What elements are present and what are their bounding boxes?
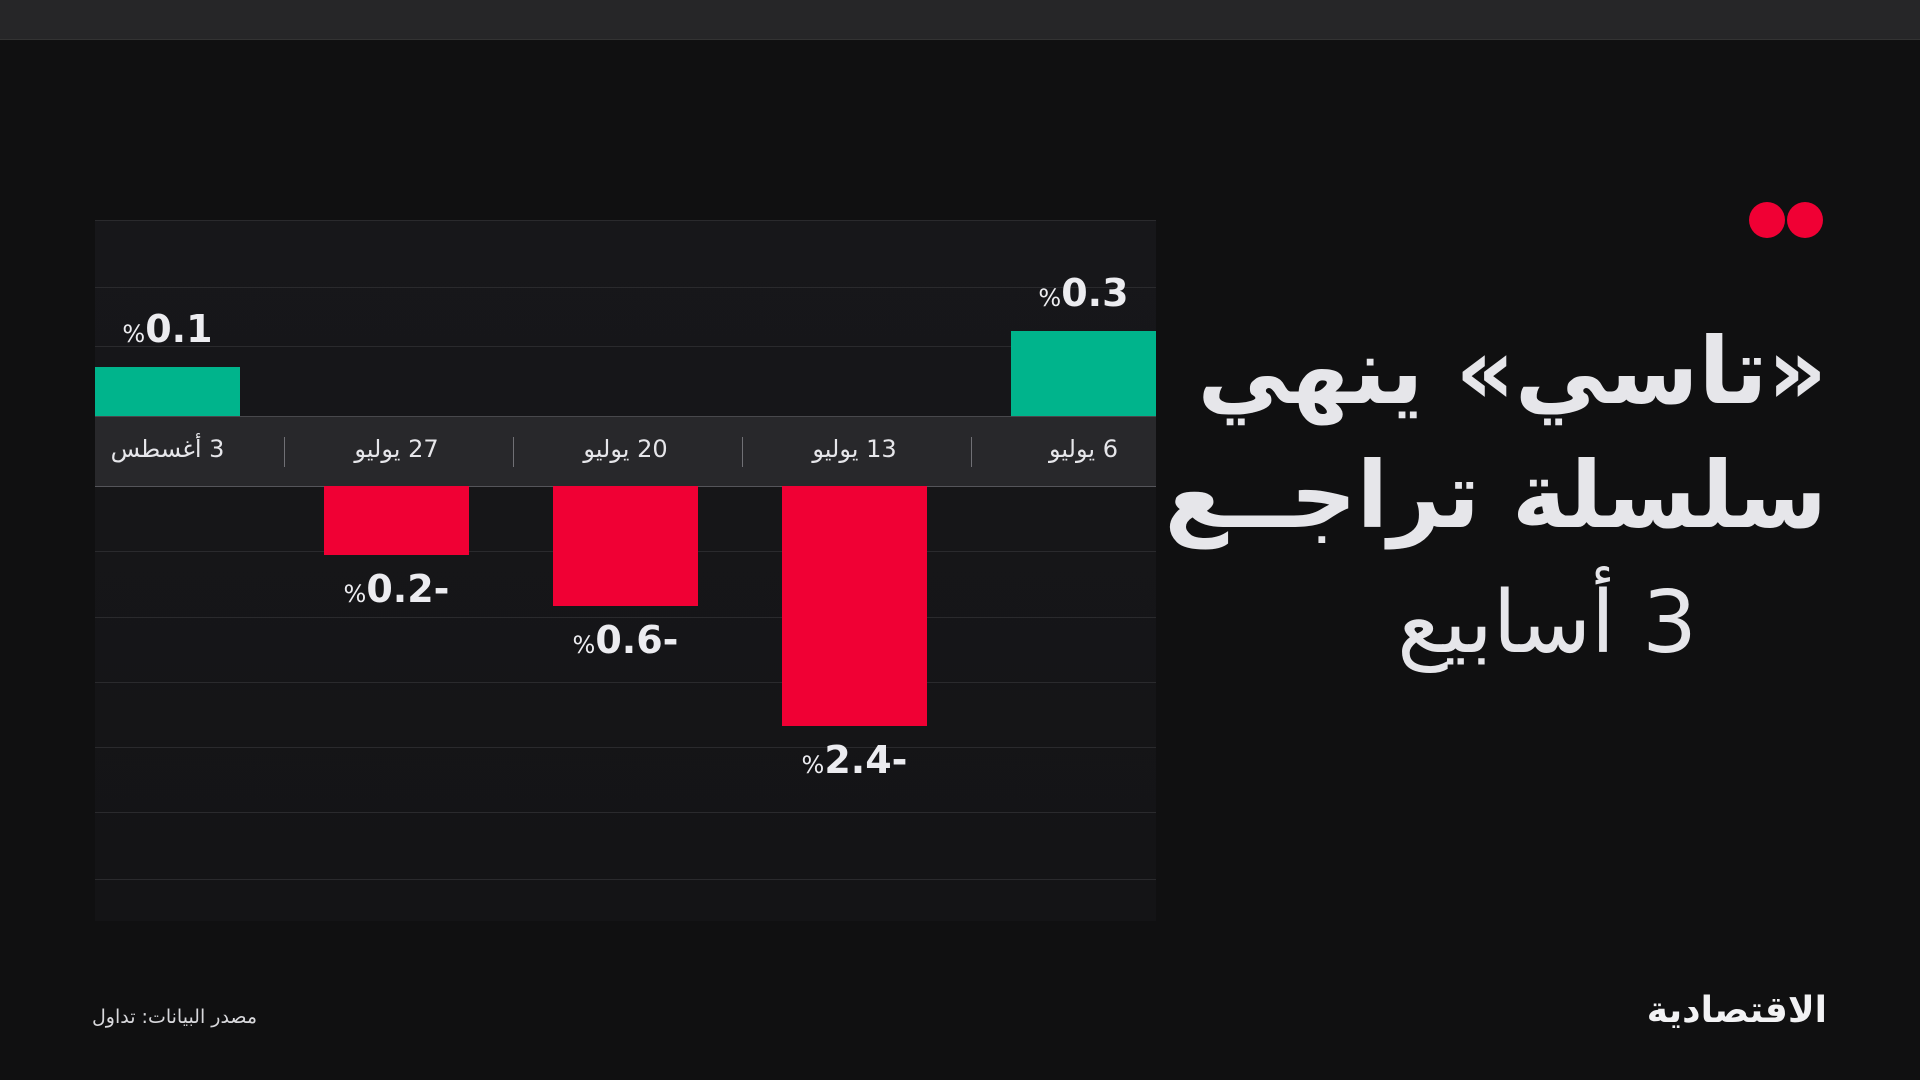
gridline [95, 346, 1156, 347]
bar-negative [324, 486, 469, 556]
axis-separator [513, 437, 514, 467]
x-axis-band: 3 أغسطس 27 يوليو 20 يوليو 13 يوليو 6 يوليو [95, 416, 1156, 487]
accent-dot [1749, 202, 1785, 238]
gridline [95, 682, 1156, 683]
accent-dot [1787, 202, 1823, 238]
axis-separator [742, 437, 743, 467]
gridline [95, 220, 1156, 221]
chart-panel: 3 أغسطس 27 يوليو 20 يوليو 13 يوليو 6 يوليو %0… [95, 220, 1156, 921]
gridline [95, 879, 1156, 880]
data-label: %0.1 [122, 306, 213, 351]
bar-negative [782, 486, 927, 727]
data-label: %2.4- [801, 738, 908, 783]
data-source: مصدر البيانات: تداول [92, 1006, 258, 1028]
x-tick-label: 6 يوليو [1049, 435, 1118, 463]
headline-line-2: سلسلة تراجــع [1164, 442, 1827, 549]
x-tick-label: 27 يوليو [354, 435, 439, 463]
x-tick-label: 13 يوليو [812, 435, 897, 463]
gridline [95, 287, 1156, 288]
bar-positive [1011, 331, 1156, 416]
data-label: %0.6- [572, 618, 679, 663]
bar-negative [553, 486, 698, 607]
top-bar [0, 0, 1920, 40]
axis-separator [971, 437, 972, 467]
x-tick-label: 20 يوليو [583, 435, 668, 463]
gridline [95, 747, 1156, 748]
bar-positive [95, 366, 240, 416]
headline-line-1: «تاسي» ينهي [1197, 318, 1827, 425]
gridline [95, 812, 1156, 813]
gridline [95, 617, 1156, 618]
headline-line-3: 3 أسابيع [1397, 573, 1697, 673]
data-label: %0.3 [1038, 271, 1129, 316]
axis-separator [284, 437, 285, 467]
headline: «تاسي» ينهي سلسلة تراجــع 3 أسابيع [1165, 310, 1827, 688]
x-tick-label: 3 أغسطس [110, 435, 225, 463]
data-label: %0.2- [343, 567, 450, 612]
brand-logo: الاقتصادية [1646, 990, 1827, 1031]
